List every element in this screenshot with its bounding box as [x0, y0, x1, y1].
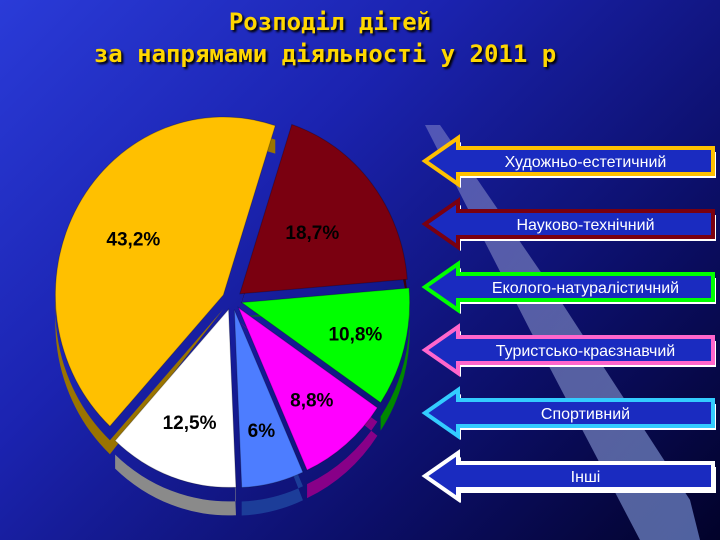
pie-value-label: 8,8% — [290, 390, 333, 411]
legend-item-3: Еколого-натуралістичний — [421, 260, 716, 314]
legend-item-5: Спортивний — [421, 386, 716, 440]
legend-item-4: Туристсько-краєзнавчий — [421, 323, 716, 377]
legend-item-1: Художньо-естетичний — [421, 134, 716, 188]
legend-item-6: Інші — [421, 449, 716, 503]
legend-label: Туристсько-краєзнавчий — [496, 343, 675, 360]
pie-value-label: 43,2% — [106, 229, 160, 250]
legend-arrow — [421, 323, 715, 377]
legend: Художньо-естетичний Науково-технічний Екол… — [421, 134, 716, 503]
legend-label: Еколого-натуралістичний — [492, 280, 679, 297]
pie-slice-1 — [54, 116, 276, 427]
legend-arrow — [421, 449, 715, 503]
legend-arrow — [421, 260, 715, 314]
title-line-1: Розподіл дітей — [228, 8, 432, 36]
pie-value-label: 10,8% — [328, 324, 382, 345]
legend-label: Художньо-естетичний — [505, 154, 667, 171]
page-title: Розподіл дітей за напрямами діяльності у… — [0, 6, 720, 70]
pie-tops — [54, 116, 411, 489]
pie-slice-6 — [114, 308, 237, 488]
legend-arrow — [421, 197, 715, 251]
pie-slice-side — [234, 323, 303, 516]
pie-slice-4 — [237, 306, 379, 471]
pie-value-label: 6% — [248, 421, 276, 442]
legend-label: Інші — [571, 469, 601, 486]
legend-arrow — [421, 134, 715, 188]
legend-item-2: Науково-технічний — [421, 197, 716, 251]
pie-value-labels: 18,7% 10,8% 8,8% 6% 12,5% 43,2% — [106, 223, 382, 442]
pie-slice-3 — [240, 287, 411, 404]
pie-slice-5 — [233, 309, 304, 489]
title-line-2: за напрямами діяльності у 2011 р — [93, 40, 557, 68]
legend-label: Науково-технічний — [516, 217, 654, 234]
pie-value-label: 18,7% — [285, 223, 339, 244]
pie-slice-2 — [239, 123, 408, 295]
legend-label: Спортивний — [541, 406, 630, 423]
legend-arrow — [421, 386, 715, 440]
pie-value-label: 12,5% — [163, 413, 217, 434]
